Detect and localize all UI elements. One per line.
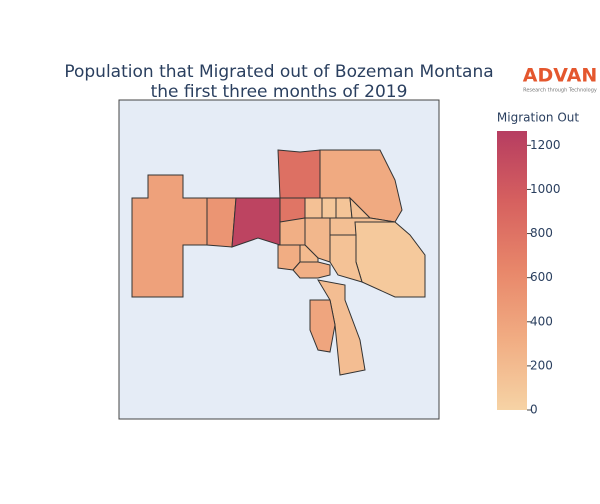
chart-title: the first three months of 2019	[151, 82, 408, 102]
colorbar	[497, 131, 527, 410]
region	[277, 149, 321, 199]
colorbar-tick-label: 0	[530, 403, 538, 417]
chart-title: Population that Migrated out of Bozeman …	[64, 62, 493, 82]
colorbar-tick-label: 400	[530, 314, 553, 328]
region	[309, 299, 336, 353]
colorbar-tick-label: 1200	[530, 138, 561, 152]
colorbar-tick-label: 800	[530, 226, 553, 240]
region	[299, 244, 319, 263]
colorbar-tick-label: 600	[530, 270, 553, 284]
region	[279, 217, 306, 246]
logo: ADVAN	[523, 65, 598, 87]
region	[329, 217, 396, 236]
region	[131, 174, 208, 298]
region	[335, 197, 353, 219]
region	[206, 197, 237, 248]
region	[321, 197, 337, 219]
colorbar-title: Migration Out	[497, 111, 579, 125]
region	[292, 261, 331, 279]
logo-tagline: Research through Technology	[523, 88, 597, 94]
colorbar-tick-label: 200	[530, 358, 553, 372]
region	[231, 197, 281, 248]
colorbar-tick-label: 1000	[530, 182, 561, 196]
region	[304, 197, 323, 219]
